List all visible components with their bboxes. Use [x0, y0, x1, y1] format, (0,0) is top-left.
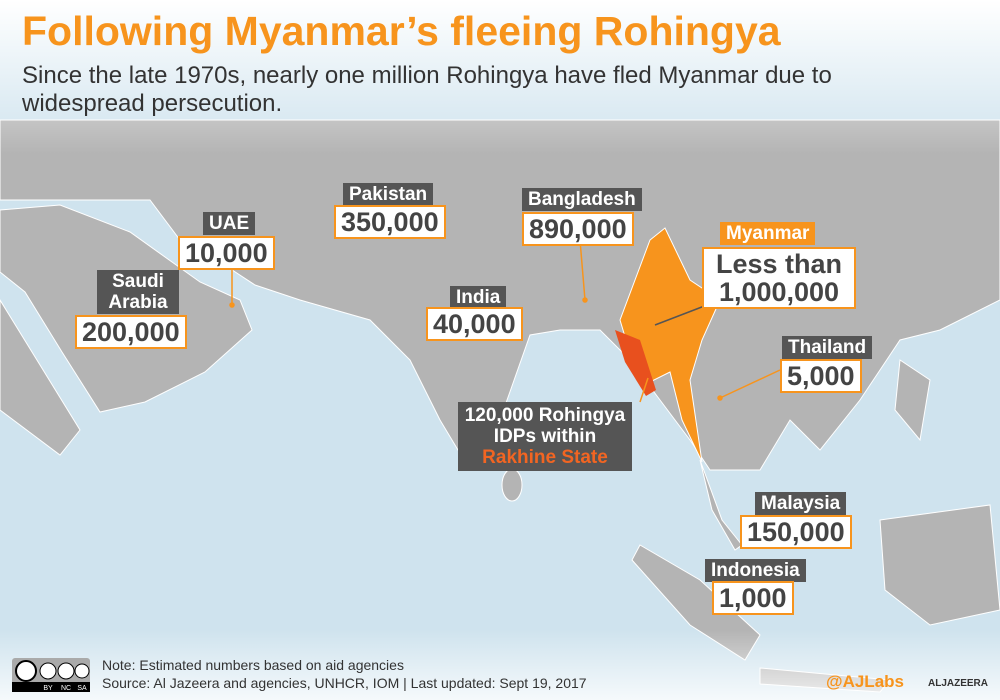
refugee-count: 890,000: [522, 212, 634, 246]
refugee-count: 350,000: [334, 205, 446, 239]
refugee-count: 5,000: [780, 359, 862, 393]
myanmar-name: Myanmar: [720, 222, 816, 245]
subtitle: Since the late 1970s, nearly one million…: [22, 62, 832, 117]
license-term: NC: [61, 685, 71, 692]
refugee-count: 40,000: [426, 307, 523, 341]
country-name: Bangladesh: [522, 188, 642, 211]
note: Note: Estimated numbers based on aid age…: [102, 657, 404, 673]
handle: @AJLabs: [826, 672, 904, 691]
title: Following Myanmar’s fleeing Rohingya: [22, 8, 781, 54]
country-name: Indonesia: [705, 559, 806, 582]
license-term: BY: [43, 685, 53, 692]
myanmar-count: Less than 1,000,000: [702, 247, 856, 309]
refugee-count: 150,000: [740, 515, 852, 549]
refugee-count: 200,000: [75, 315, 187, 349]
country-name: UAE: [203, 212, 256, 235]
license-term: SA: [77, 685, 87, 692]
source: Source: Al Jazeera and agencies, UNHCR, …: [102, 675, 587, 691]
country-name: India: [450, 286, 507, 309]
country-name: Saudi Arabia: [97, 270, 179, 314]
refugee-count: 1,000: [712, 581, 794, 615]
refugee-count: 10,000: [178, 236, 275, 270]
idp-text: 120,000 Rohingya IDPs within: [464, 405, 626, 447]
logo: ALJAZEERA: [928, 678, 989, 689]
country-name: Thailand: [782, 336, 873, 359]
idp-box: 120,000 Rohingya IDPs within Rakhine Stat…: [458, 402, 632, 471]
country-name: Malaysia: [755, 492, 847, 515]
idp-highlight: Rakhine State: [482, 447, 608, 468]
country-name: Pakistan: [343, 183, 434, 206]
license-icon: BY NC SA: [12, 658, 90, 692]
